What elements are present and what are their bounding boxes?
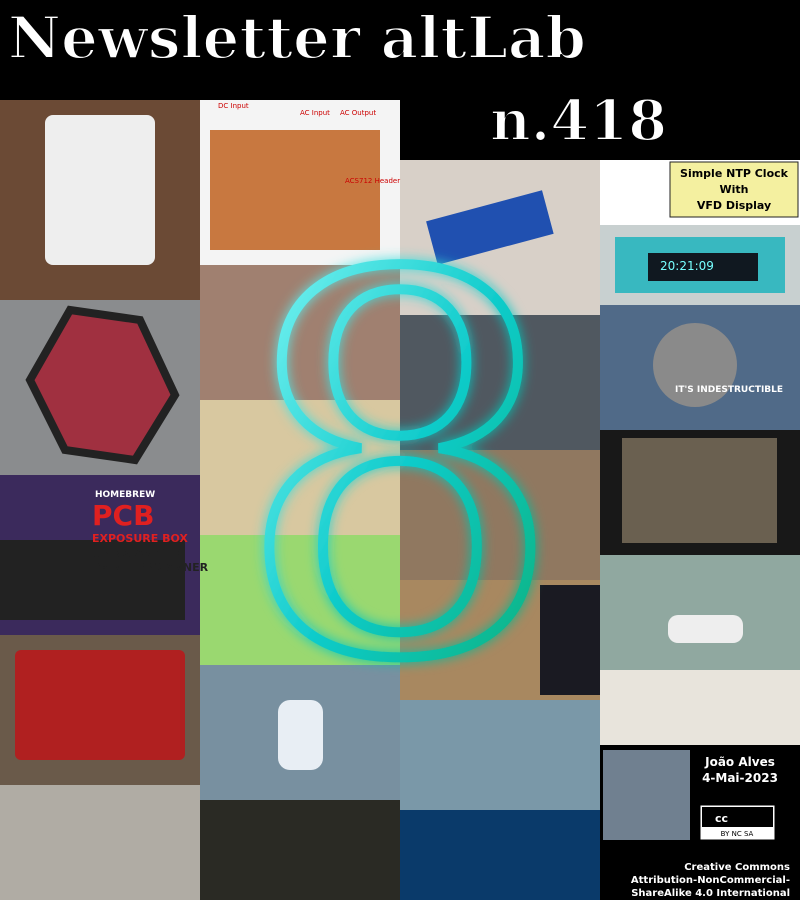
license-line: ShareAlike 4.0 International [631, 888, 790, 899]
nano-board [426, 190, 554, 265]
clock-time: 20:21:09 [660, 259, 714, 273]
arduino-board [45, 115, 155, 265]
author-name: João Alves [704, 755, 775, 769]
title: Newsletter altLab [8, 4, 586, 72]
car-photo [600, 555, 800, 670]
bearing [653, 323, 737, 407]
pcb-label: AC Input [300, 109, 330, 117]
model-photo [400, 700, 600, 810]
pcb-label: DC Input [218, 102, 249, 110]
indestructible-caption: IT'S INDESTRUCTIBLE [675, 385, 783, 395]
cc-badge-symbol: cc [715, 812, 728, 825]
author-date: 4-Mai-2023 [702, 771, 778, 785]
cc-badge-top [702, 807, 773, 827]
clock-sign [669, 161, 799, 218]
pcb-box-title: EXPOSURE BOX [92, 532, 188, 545]
pcb-board [210, 130, 380, 250]
pcb-box-title: HOMEBREW [95, 490, 155, 500]
emblem-eight: 8 [235, 167, 566, 773]
optics-photo [400, 315, 600, 450]
speaker [540, 585, 600, 695]
laser-photo [0, 785, 200, 900]
hex-lamp [25, 305, 180, 465]
car-render [400, 810, 600, 900]
material-photo [600, 670, 800, 745]
car [668, 615, 743, 643]
clock-sign-line: Simple NTP Clock [680, 167, 789, 180]
light-photo [200, 400, 400, 535]
clock-sign-line: VFD Display [697, 199, 771, 212]
issue-number: n.418 [490, 88, 667, 154]
screen [622, 438, 777, 543]
license-line: Attribution-NonCommercial- [631, 875, 790, 886]
license-line: Creative Commons [684, 862, 790, 873]
author-photo [603, 750, 690, 840]
robot-pin [278, 700, 323, 770]
pcb-box [0, 540, 185, 620]
pcb-box-title: PRINTER SCANNER [92, 561, 209, 574]
clock-display [648, 253, 758, 281]
clock-sign-line: With [720, 183, 749, 196]
pcb-label: ACS712 Header [345, 177, 400, 185]
film-photo [400, 450, 600, 580]
face-photo [200, 265, 400, 400]
pcb-box-title: USING AN OLD [92, 547, 182, 560]
pcb-label: AC Output [340, 109, 376, 117]
lab-photo [200, 800, 400, 900]
gadget [15, 650, 185, 760]
pcb-box-title: PCB [92, 499, 154, 532]
pattern-image [200, 535, 400, 665]
cc-badge-terms: BY NC SA [721, 830, 754, 838]
